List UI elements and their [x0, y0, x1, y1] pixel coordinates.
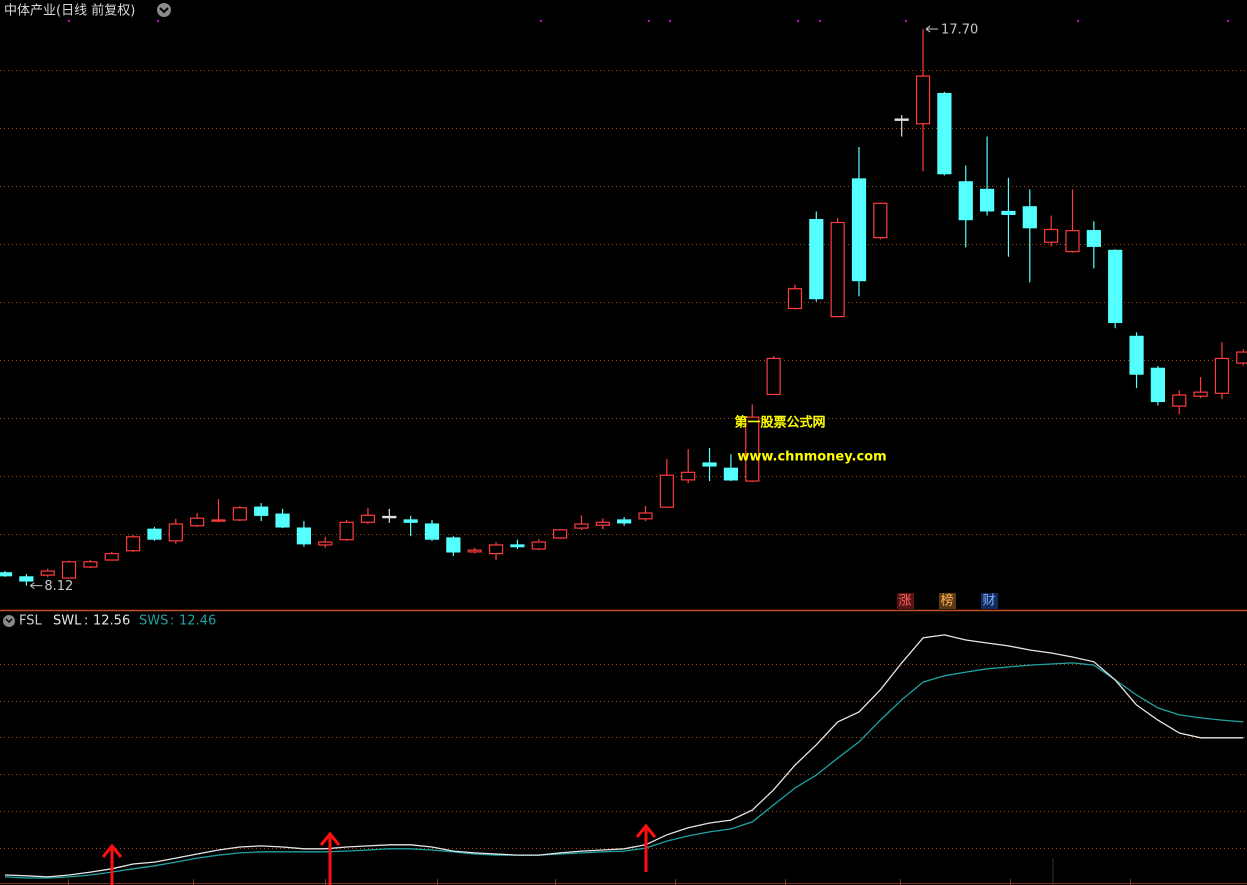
badge-bg[interactable] [939, 593, 956, 609]
candle-body [211, 519, 226, 522]
badge[interactable]: 涨 [898, 594, 911, 609]
candle-body [595, 521, 610, 526]
candle-body [1193, 391, 1208, 397]
candle-body [424, 523, 440, 540]
candle-body [83, 561, 98, 568]
candle-body [1086, 230, 1101, 247]
badge[interactable]: 榜 [940, 593, 953, 609]
candle-body [296, 527, 311, 545]
candle-body [61, 561, 77, 579]
candle-body [19, 576, 34, 582]
indicator-panel [0, 634, 1247, 879]
candle-body [488, 544, 504, 555]
candle-body [873, 202, 888, 239]
candle-body [0, 572, 13, 577]
badge[interactable]: 财 [982, 594, 995, 609]
candle-body [1150, 367, 1166, 403]
high-label: 17.70 [941, 23, 978, 38]
candle-body [1044, 228, 1059, 243]
indicator-name: FSL [19, 614, 43, 629]
legend-sep: : [84, 614, 88, 629]
chart-title: 中体产业(日线 前复权) [4, 3, 135, 19]
candle-body [254, 506, 269, 516]
annotation-arrow [30, 582, 43, 589]
candle-body [638, 512, 653, 520]
candle-body [659, 474, 674, 508]
candle-body [809, 219, 824, 300]
candle-body [339, 521, 354, 541]
candle-body [1129, 335, 1144, 375]
menu-icon-arrow [5, 618, 13, 624]
signal-arrows [101, 823, 657, 885]
candle-body [467, 549, 482, 553]
candle-body [574, 523, 589, 529]
candle-body [552, 529, 568, 539]
candle-body [617, 519, 632, 524]
candle-body [510, 544, 525, 548]
candle-body [723, 467, 739, 481]
annotation-arrow [925, 25, 939, 33]
candle-body [1065, 230, 1080, 253]
menu-icon-arrow [159, 7, 169, 14]
candle-body [766, 357, 781, 396]
candle-body [1108, 249, 1123, 324]
indicator-line [4, 634, 1244, 878]
candle-body [1214, 357, 1230, 394]
candle-body [1022, 206, 1037, 229]
candle-body [190, 517, 205, 527]
candle-body [403, 519, 418, 523]
candle-body [446, 537, 461, 553]
price-panel: 17.70 8.12 [0, 23, 1247, 594]
legend-label: SWS [139, 614, 168, 629]
candle-body [958, 181, 973, 221]
candle-body [125, 536, 141, 552]
candle-body [1236, 351, 1247, 364]
badge-bg[interactable] [897, 593, 914, 609]
candle-body [275, 513, 290, 528]
candle-body [1001, 210, 1016, 215]
menu-icon[interactable] [157, 3, 171, 17]
legend-value: 12.56 [93, 614, 130, 629]
candle-body [360, 514, 376, 523]
watermark-url: www.chnmoney.com [737, 450, 886, 465]
candle-body [915, 75, 931, 125]
candle-body [681, 471, 696, 481]
candle-body [318, 541, 333, 546]
candle-body [979, 188, 995, 212]
candle-body [745, 416, 760, 482]
watermark-title: 第一股票公式网 [734, 415, 825, 431]
candle-body [531, 541, 546, 550]
signal-dots [68, 20, 1229, 22]
candle-body [851, 178, 867, 282]
indicator-line [4, 662, 1244, 879]
candle-body [1172, 394, 1187, 407]
candle-body [147, 528, 162, 540]
candle-body [937, 92, 952, 175]
legend-label: SWL [53, 614, 82, 629]
candle-body [702, 462, 717, 467]
candle-body [40, 570, 55, 576]
candle-body [830, 221, 845, 318]
low-label: 8.12 [44, 579, 73, 594]
candle-body [168, 523, 183, 542]
candle-body [382, 515, 397, 519]
candle-body [232, 507, 247, 521]
legend-value: 12.46 [179, 614, 216, 629]
candle-body [894, 118, 909, 121]
candle-body [104, 553, 119, 561]
legend-sep: : [170, 614, 174, 629]
candle-body [787, 288, 803, 310]
badge-bg[interactable] [981, 593, 998, 609]
